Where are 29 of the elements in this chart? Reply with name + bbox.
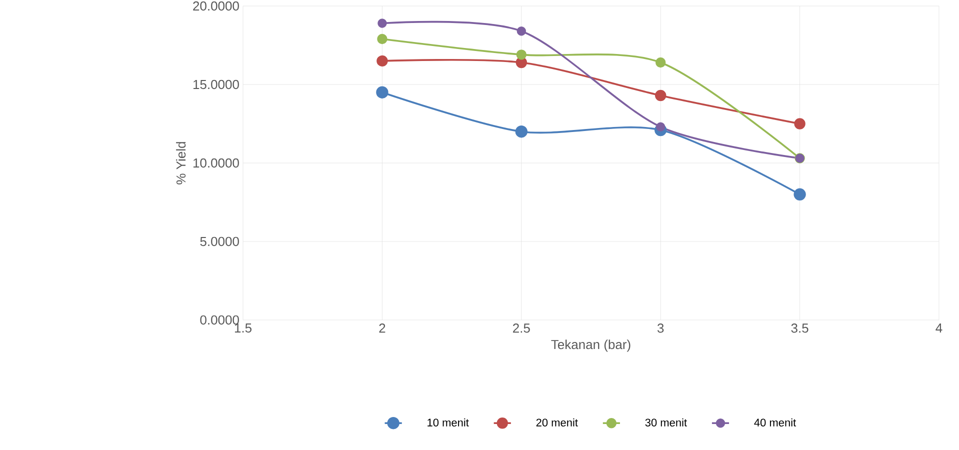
point bbox=[377, 34, 388, 44]
x-tick-label: 4 bbox=[936, 324, 942, 332]
y-tick-label: 0.0000 bbox=[200, 315, 239, 325]
y-tick-label: 15.0000 bbox=[193, 80, 239, 90]
legend-label: 20 menit bbox=[536, 418, 578, 426]
point bbox=[378, 18, 387, 28]
point bbox=[376, 55, 388, 67]
point bbox=[516, 50, 526, 60]
point bbox=[656, 122, 666, 132]
legend-label: 40 menit bbox=[754, 418, 796, 426]
point bbox=[655, 90, 666, 102]
point bbox=[794, 118, 806, 130]
y-tick-label: 10.0000 bbox=[193, 158, 239, 168]
y-tick-label: 20.0000 bbox=[193, 1, 239, 11]
x-tick-label: 3 bbox=[657, 324, 664, 333]
y-axis-title: % Yield bbox=[176, 142, 186, 184]
x-tick-label: 2 bbox=[379, 324, 386, 333]
point bbox=[794, 188, 806, 200]
legend-label: 10 menit bbox=[428, 418, 469, 426]
legend-label: 30 menit bbox=[645, 418, 687, 426]
point bbox=[376, 86, 388, 98]
x-tick-label: 3.5 bbox=[791, 324, 808, 333]
point bbox=[516, 26, 526, 36]
point bbox=[515, 125, 528, 138]
x-tick-label: 1.5 bbox=[234, 324, 252, 333]
x-tick-label: 2.5 bbox=[513, 324, 530, 333]
x-axis-title: Tekanan (bar) bbox=[551, 340, 630, 352]
y-tick-label: 5.0000 bbox=[200, 236, 239, 246]
point bbox=[655, 57, 666, 68]
